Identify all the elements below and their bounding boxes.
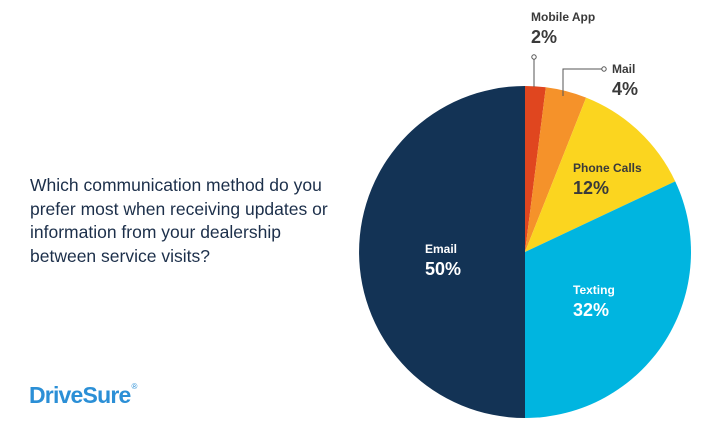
leader-lines [531,54,607,96]
leader-line-mail [562,68,604,96]
slice-labels: Mobile App 2% Mail 4% Phone Calls 12% Texting 3… [425,10,642,320]
slice-label-email: Email [425,242,457,256]
drivesure-logo: DriveSure® [29,382,137,409]
slice-label-phone-calls: Phone Calls [573,161,642,175]
pie-slice-mobile-app [525,86,546,252]
pie-slice-texting [525,181,691,418]
leader-dot-mail [601,66,607,72]
slice-value-mobile-app: 2% [531,27,557,47]
slice-value-mail: 4% [612,79,638,99]
slice-label-mail: Mail [612,62,635,76]
survey-question: Which communication method do you prefer… [30,175,328,266]
leader-dot-mobile-app [531,54,537,60]
slice-value-texting: 32% [573,300,609,320]
slice-label-texting: Texting [573,283,615,297]
brand-name: DriveSure [29,382,131,408]
slice-label-mobile-app: Mobile App [531,10,595,24]
registered-mark: ® [131,382,137,391]
pie-slice-phone-calls [525,97,676,252]
slice-value-phone-calls: 12% [573,178,609,198]
pie-slice-mail [525,87,587,252]
slice-value-email: 50% [425,259,461,279]
pie-slice-email [359,86,525,418]
pie-slices [359,86,691,418]
